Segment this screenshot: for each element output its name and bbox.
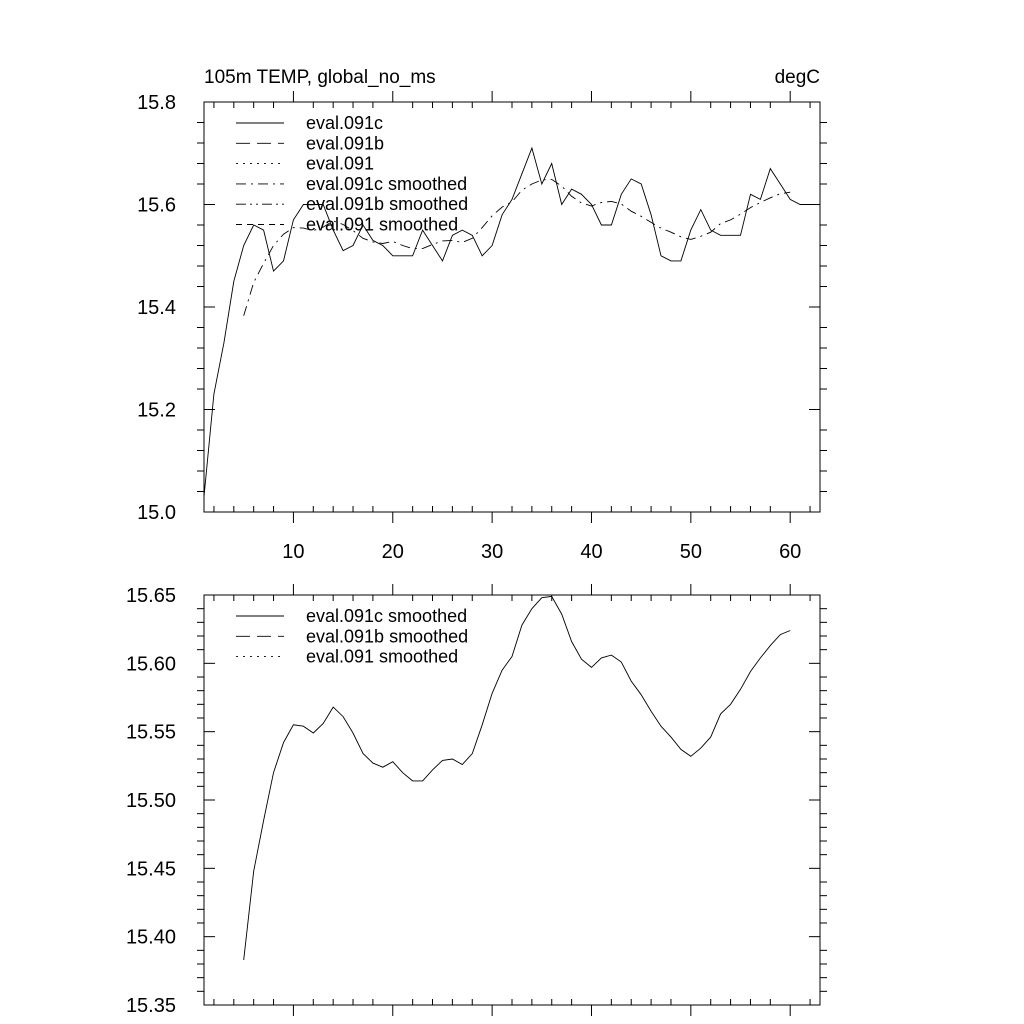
legend-label: eval.091b smoothed (306, 626, 468, 646)
top-chart-title: 105m TEMP, global_no_ms (204, 67, 436, 88)
y-tick-label: 15.60 (126, 653, 176, 675)
y-tick-label: 15.35 (126, 995, 176, 1017)
legend-label: eval.091c (306, 113, 383, 133)
x-tick-label: 50 (680, 541, 702, 563)
y-tick-label: 15.65 (126, 585, 176, 607)
top-chart-units: degC (775, 67, 820, 88)
legend-label: eval.091c smoothed (306, 174, 467, 194)
y-tick-label: 15.2 (137, 400, 176, 422)
bottom-y-axis-tick-labels: 15.35 15.40 15.45 15.50 15.55 15.60 15.65 (126, 585, 176, 1017)
top-plot-frame (203, 101, 821, 513)
series-line-0 (243, 595, 791, 960)
top-y-axis-tick-labels: 15.0 15.2 15.4 15.6 15.8 (137, 92, 176, 524)
legend-label: eval.091b smoothed (306, 194, 468, 214)
x-tick-label: 60 (779, 541, 801, 563)
y-tick-label: 15.55 (126, 722, 176, 744)
y-tick-label: 15.50 (126, 790, 176, 812)
y-tick-label: 15.8 (137, 92, 176, 114)
legend-label: eval.091 smoothed (306, 215, 458, 235)
legend-label: eval.091c smoothed (306, 606, 467, 626)
bottom-axis-ticks (197, 584, 827, 1016)
legend-label: eval.091 smoothed (306, 647, 458, 667)
bottom-series-lines (243, 595, 791, 960)
bottom-panel: 15.35 15.40 15.45 15.50 15.55 15.60 15.65 eval… (126, 584, 827, 1017)
x-tick-label: 10 (282, 541, 304, 563)
x-tick-label: 40 (580, 541, 602, 563)
top-axis-ticks (197, 91, 827, 523)
legend-label: eval.091b (306, 133, 384, 153)
y-tick-label: 15.4 (137, 297, 176, 319)
top-panel: 105m TEMP, global_no_ms degC 15.015.215.… (137, 67, 827, 563)
y-tick-label: 15.40 (126, 927, 176, 949)
y-tick-label: 15.6 (137, 195, 176, 217)
top-x-axis-tick-labels: 10 20 30 40 50 60 (282, 541, 801, 563)
x-tick-label: 20 (382, 541, 404, 563)
x-tick-label: 30 (481, 541, 503, 563)
y-tick-label: 15.45 (126, 858, 176, 880)
series-line-3 (243, 178, 791, 316)
legend-label: eval.091 (306, 154, 374, 174)
top-series-lines (203, 146, 811, 497)
series-line-0 (203, 146, 811, 497)
y-tick-label: 15.0 (137, 502, 176, 524)
